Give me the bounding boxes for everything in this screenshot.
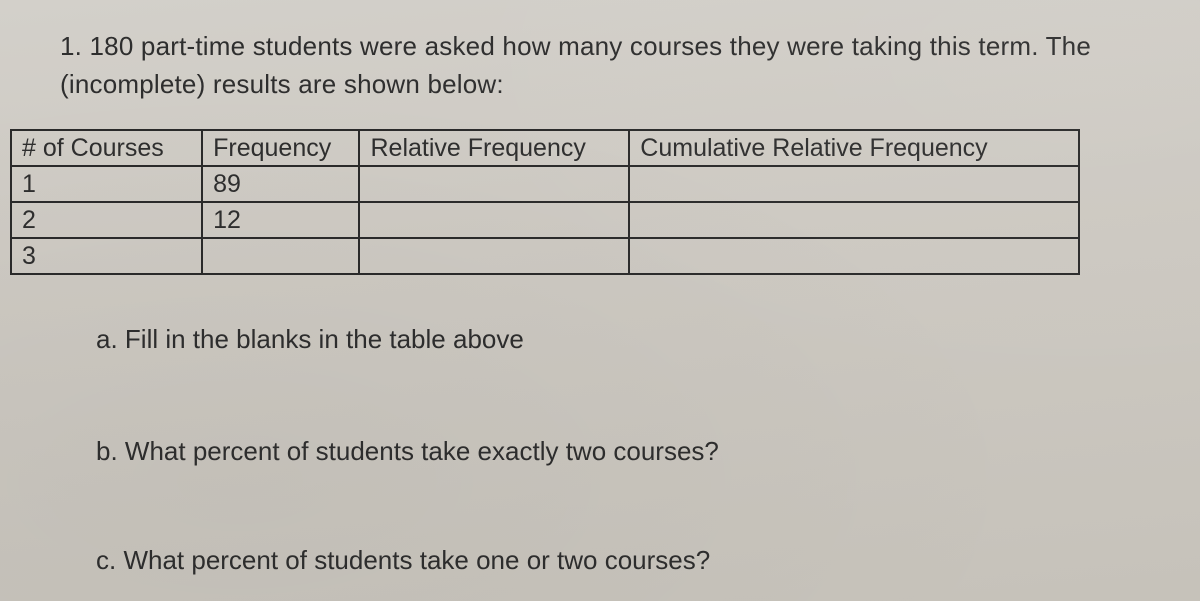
worksheet-page: 1. 180 part-time students were asked how… xyxy=(0,0,1200,601)
header-courses: # of Courses xyxy=(11,130,202,166)
cell-courses: 1 xyxy=(11,166,202,202)
subquestion-c: c. What percent of students take one or … xyxy=(96,545,1140,576)
table-row: 2 12 xyxy=(11,202,1079,238)
cell-cum-rel-freq xyxy=(629,202,1079,238)
table-row: 1 89 xyxy=(11,166,1079,202)
subquestion-a: a. Fill in the blanks in the table above xyxy=(96,321,1140,357)
cell-frequency: 12 xyxy=(202,202,359,238)
frequency-table: # of Courses Frequency Relative Frequenc… xyxy=(10,129,1080,275)
header-rel-freq: Relative Frequency xyxy=(359,130,629,166)
cell-frequency xyxy=(202,238,359,274)
subquestion-b: b. What percent of students take exactly… xyxy=(96,436,1140,467)
cell-courses: 3 xyxy=(11,238,202,274)
table-header-row: # of Courses Frequency Relative Frequenc… xyxy=(11,130,1079,166)
cell-cum-rel-freq xyxy=(629,238,1079,274)
cell-courses: 2 xyxy=(11,202,202,238)
cell-rel-freq xyxy=(359,238,629,274)
cell-cum-rel-freq xyxy=(629,166,1079,202)
cell-rel-freq xyxy=(359,202,629,238)
header-frequency: Frequency xyxy=(202,130,359,166)
cell-rel-freq xyxy=(359,166,629,202)
cell-frequency: 89 xyxy=(202,166,359,202)
prompt-line-2: (incomplete) results are shown below: xyxy=(60,69,504,99)
header-cum-rel-freq: Cumulative Relative Frequency xyxy=(629,130,1079,166)
table-row: 3 xyxy=(11,238,1079,274)
prompt-line-1: 1. 180 part-time students were asked how… xyxy=(60,31,1091,61)
question-prompt: 1. 180 part-time students were asked how… xyxy=(60,28,1140,103)
